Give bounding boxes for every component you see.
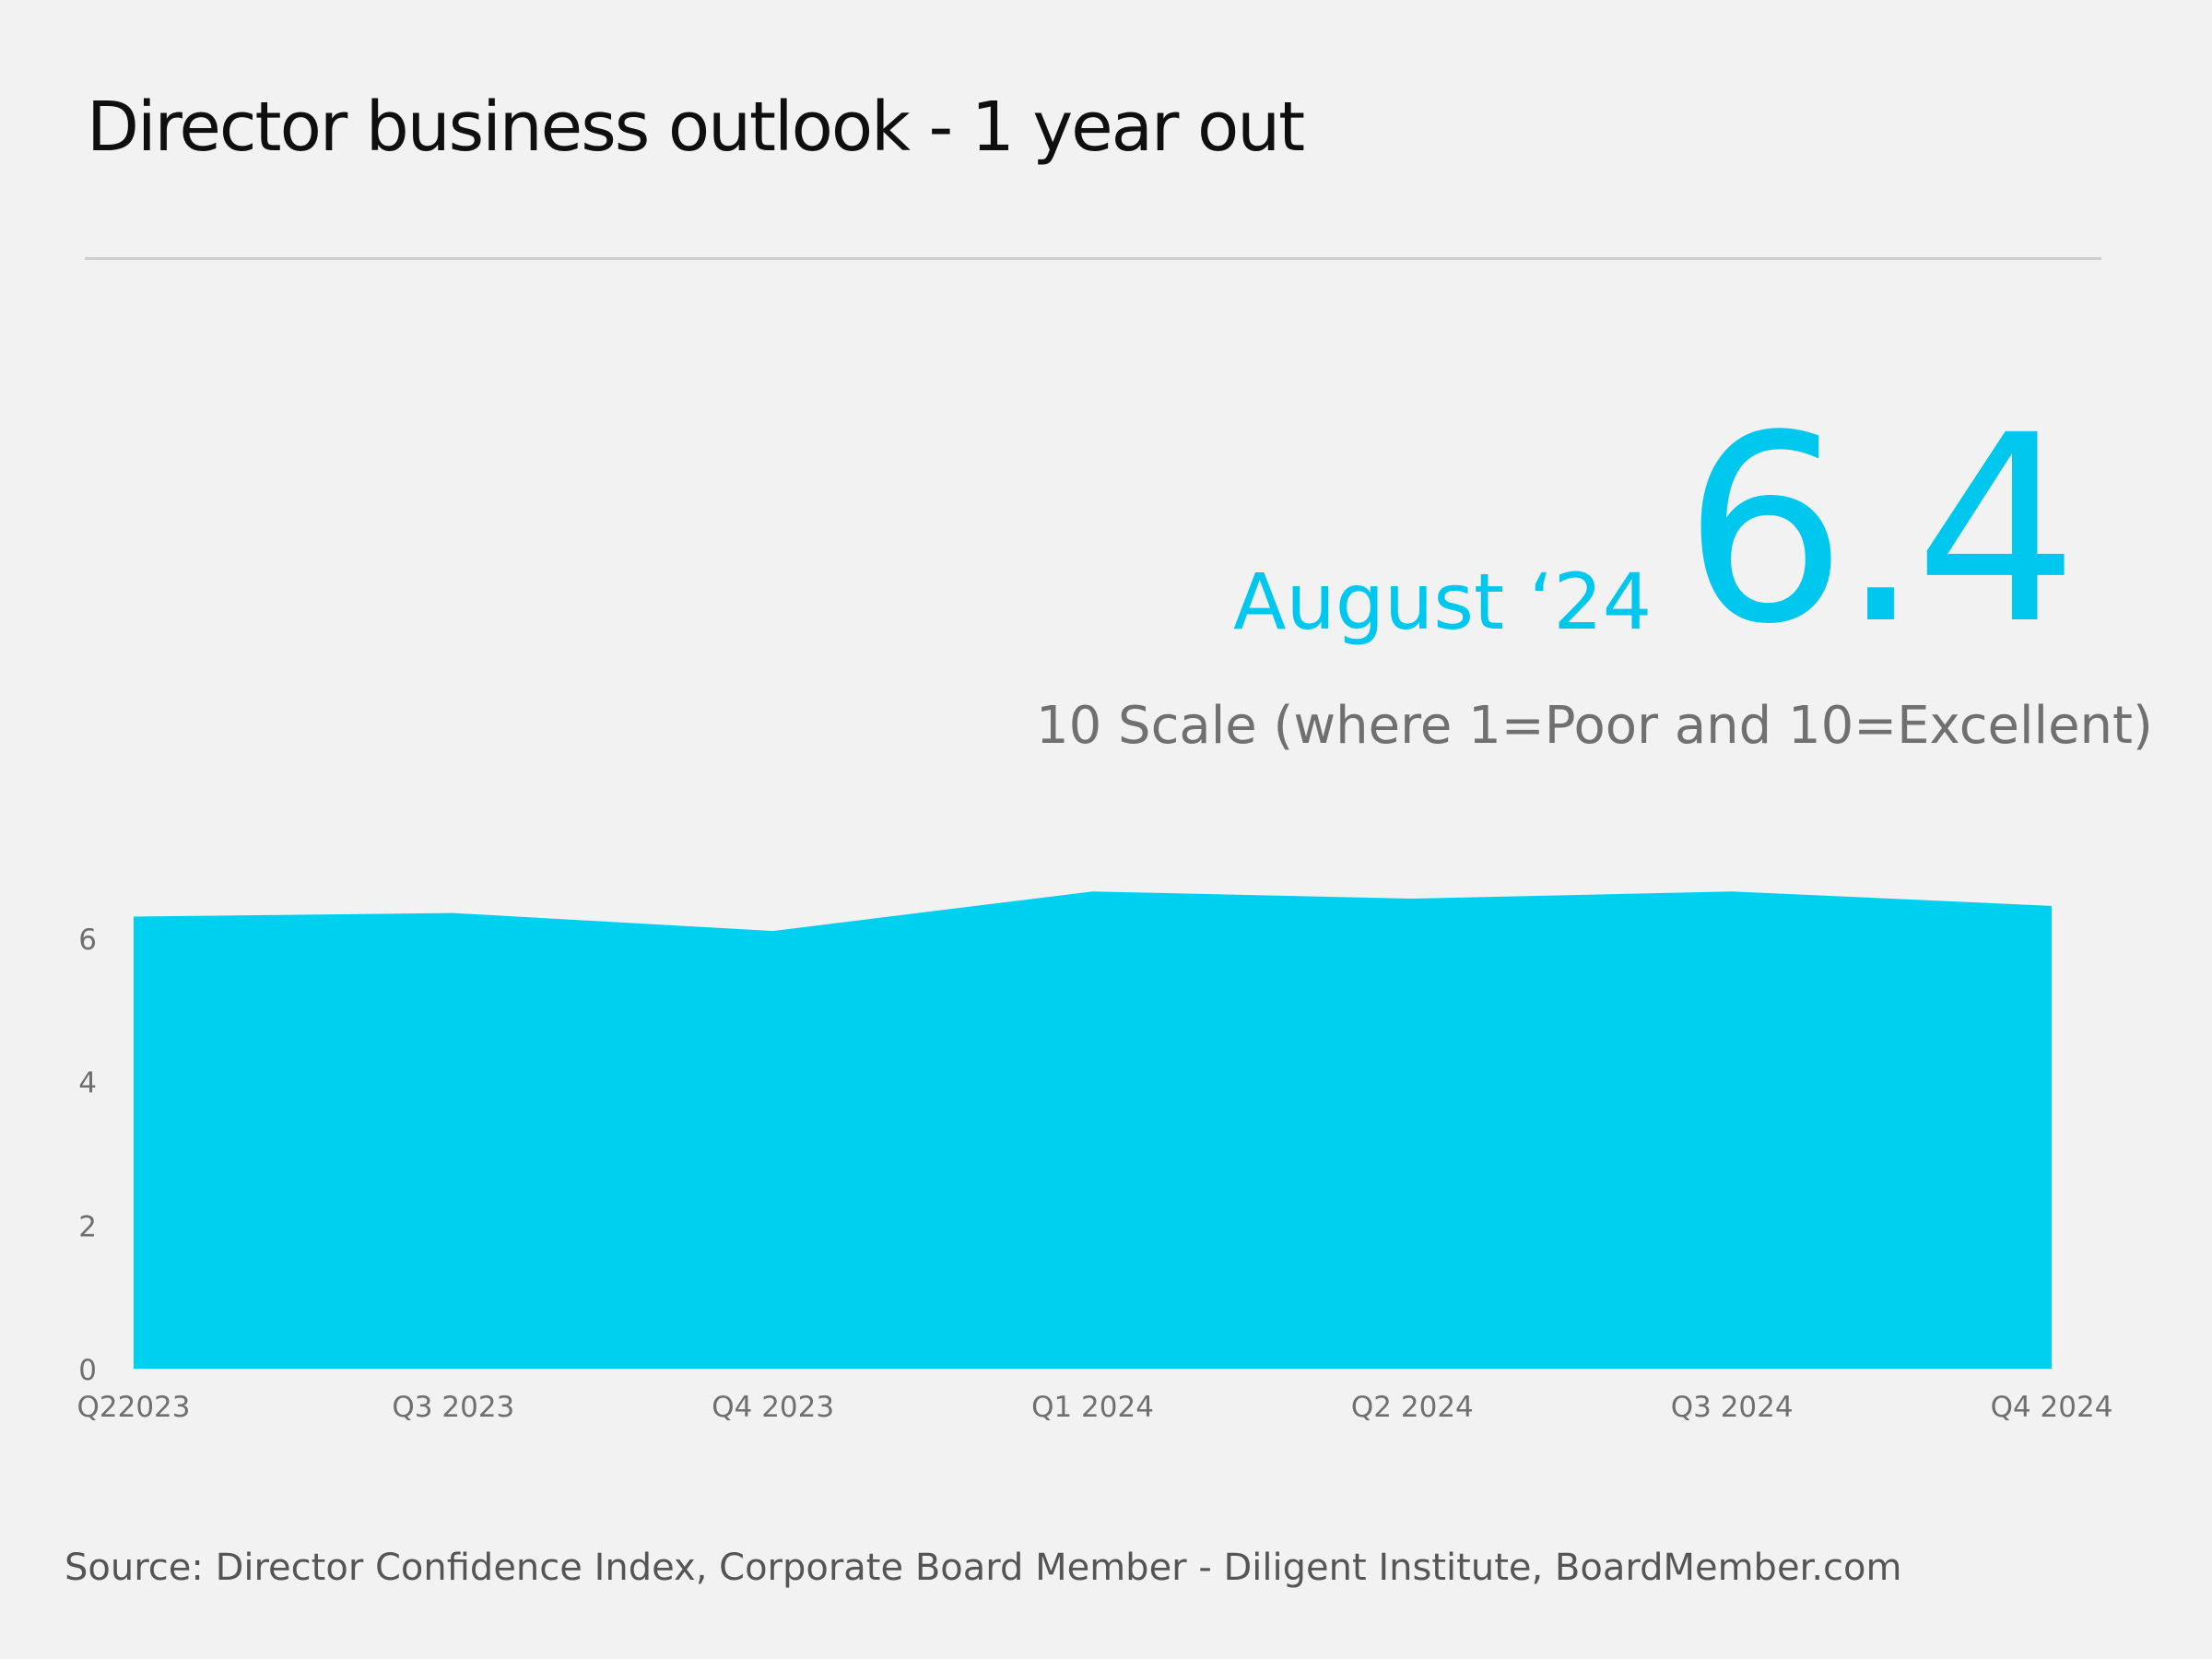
page-title: Director business outlook - 1 year out (87, 88, 1305, 167)
source-note: Source: Director Confidence Index, Corpo… (65, 1547, 1902, 1589)
y-tick-label-2: 2 (78, 1210, 97, 1243)
x-tick-label-6: Q3 2024 (1671, 1391, 1794, 1424)
x-tick-label-4: Q1 2024 (1031, 1391, 1154, 1424)
latest-score-value: 6.4 (1683, 381, 2078, 681)
x-tick-label-1: Q22023 (76, 1391, 190, 1424)
latest-period-label: August ‘24 (1233, 557, 1653, 647)
y-tick-label-3: 4 (78, 1067, 97, 1100)
area-layer (133, 891, 2053, 1369)
scale-note: 10 Scale (where 1=Poor and 10=Excellent) (1036, 696, 2153, 756)
y-tick-label-1: 0 (78, 1354, 97, 1387)
series-area (134, 891, 2052, 1369)
x-tick-label-7: Q4 2024 (1991, 1391, 2113, 1424)
x-tick-label-2: Q3 2023 (392, 1391, 514, 1424)
title-divider (85, 257, 2101, 260)
x-axis: Q22023 Q3 2023 Q4 2023 Q1 2024 Q2 2024 Q3 202… (76, 1391, 2112, 1424)
y-tick-label-4: 6 (78, 924, 97, 957)
x-tick-label-3: Q4 2023 (712, 1391, 834, 1424)
x-tick-label-5: Q2 2024 (1351, 1391, 1474, 1424)
y-axis: 0 2 4 6 (78, 924, 97, 1387)
